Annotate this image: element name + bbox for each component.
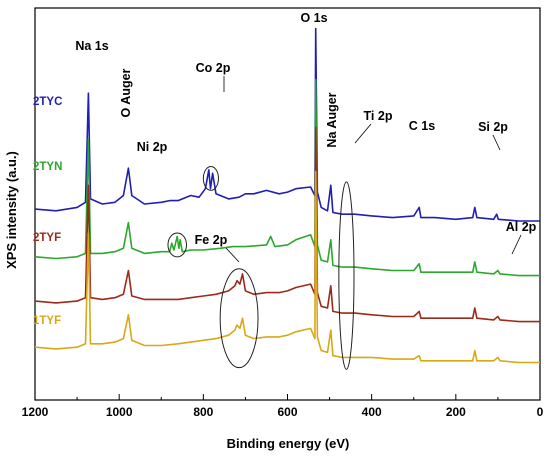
plot-frame	[34, 7, 541, 401]
plot-area	[34, 7, 541, 401]
series-label-2tyf: 2TYF	[33, 232, 61, 244]
x-tick-label: 0	[537, 405, 544, 419]
x-tick-label: 1200	[22, 405, 49, 419]
series-label-2tyn: 2TYN	[33, 161, 62, 173]
series-line-1tyf	[34, 170, 540, 364]
annotation-leader	[511, 234, 522, 255]
series-label-2tyc: 2TYC	[33, 96, 62, 108]
x-tick-label: 1000	[106, 405, 133, 419]
annotation-c-1s: C 1s	[409, 119, 435, 133]
annotation-ti-2p: Ti 2p	[364, 109, 393, 123]
annotation-fe-2p: Fe 2p	[195, 233, 228, 247]
annotation-leader	[354, 123, 372, 144]
series-label-1tyf: 1TYF	[33, 315, 61, 327]
annotation-leader	[225, 247, 240, 263]
x-axis-ticks: 1200 1000 800 600 400 200 0	[22, 394, 544, 419]
annotation-o-auger: O Auger	[119, 68, 133, 117]
annotation-si-2p: Si 2p	[478, 120, 508, 134]
series-layer: 2TYC 2TYN 2TYF 1TYF	[33, 27, 540, 364]
annotation-ni-2p: Ni 2p	[137, 140, 168, 154]
highlight-ellipse	[167, 232, 188, 258]
annotation-layer: Na 1s O Auger Co 2p O 1s Na Auger Ti 2p C 1s Si…	[75, 11, 537, 263]
series-line-2tyn	[34, 78, 540, 277]
annotation-leader	[492, 134, 501, 151]
annotation-co-2p: Co 2p	[196, 61, 231, 75]
x-tick-label: 200	[446, 405, 466, 419]
annotation-na-1s: Na 1s	[75, 39, 108, 53]
x-tick-label: 800	[193, 405, 213, 419]
x-tick-label: 600	[277, 405, 297, 419]
ellipse-layer	[167, 166, 355, 370]
series-line-2tyc	[34, 27, 540, 222]
x-tick-label: 400	[362, 405, 382, 419]
annotation-na-auger: Na Auger	[325, 92, 339, 147]
y-axis-title: XPS intensity (a.u.)	[4, 151, 19, 269]
x-axis-title: Binding energy (eV)	[227, 436, 350, 451]
highlight-ellipse	[202, 166, 219, 191]
highlight-ellipse	[219, 268, 259, 369]
highlight-ellipse	[338, 181, 355, 370]
series-line-2tyf	[34, 126, 540, 323]
annotation-al-2p: Al 2p	[506, 220, 537, 234]
annotation-o-1s: O 1s	[300, 11, 327, 25]
